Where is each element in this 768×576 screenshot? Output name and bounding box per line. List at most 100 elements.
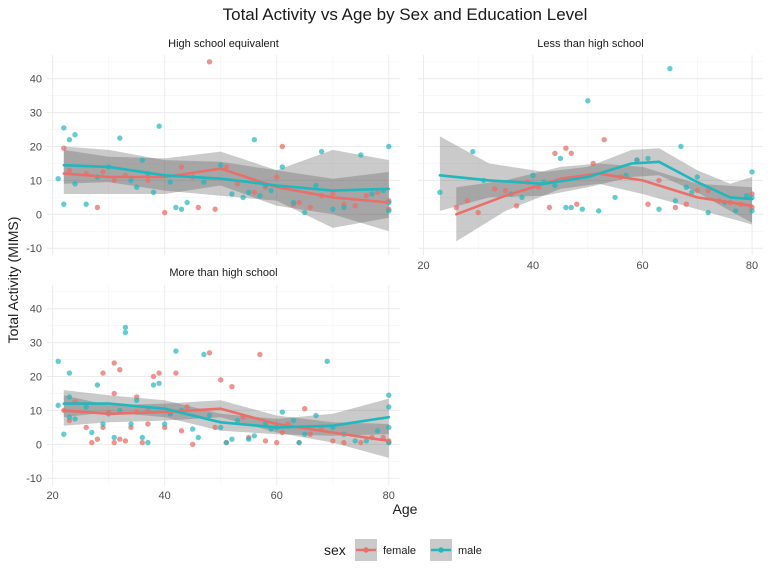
female-point — [352, 203, 358, 209]
male-point — [324, 358, 330, 364]
female-point — [656, 177, 662, 184]
male-point — [66, 414, 73, 420]
female-point — [111, 390, 117, 397]
male-point — [66, 394, 73, 400]
gridlines — [418, 55, 763, 255]
male-point — [634, 157, 640, 163]
male-point — [386, 143, 392, 150]
male-point — [234, 417, 241, 424]
male-point — [437, 189, 443, 195]
male-point — [352, 438, 358, 444]
male-point — [246, 436, 252, 442]
male-point — [72, 181, 78, 187]
male-point — [678, 143, 684, 150]
female-point — [178, 428, 185, 434]
male-point — [552, 182, 558, 189]
female-point — [274, 174, 280, 180]
male-point — [386, 424, 392, 431]
male-point — [749, 169, 755, 175]
female-point — [574, 201, 580, 207]
female-point — [464, 198, 470, 204]
female-point — [590, 160, 596, 167]
male-point — [117, 407, 123, 414]
gridlines — [47, 285, 400, 485]
female-point — [546, 204, 553, 211]
female-point — [89, 439, 95, 446]
female-point — [61, 145, 67, 151]
male-point — [585, 98, 591, 104]
male-point — [55, 176, 61, 182]
male-point — [66, 370, 73, 376]
y-tick-label: 20 — [30, 142, 42, 154]
female-point — [117, 436, 123, 442]
data-points — [437, 65, 755, 216]
male-point — [363, 438, 370, 444]
male-point — [117, 135, 123, 141]
male-trend-line — [62, 402, 391, 429]
female-point — [296, 199, 302, 206]
female-point — [223, 164, 229, 170]
female-point — [341, 439, 347, 446]
male-point — [111, 434, 117, 441]
y-tick-label: 0 — [36, 439, 42, 451]
female-point — [552, 150, 558, 156]
male-point — [89, 429, 95, 436]
male-point — [374, 428, 381, 434]
male-point — [386, 208, 392, 214]
female-point — [100, 169, 106, 175]
male-point — [150, 382, 157, 388]
female-point — [330, 191, 336, 197]
female-point — [229, 384, 235, 390]
male-point — [530, 172, 536, 178]
x-tick-label: 40 — [527, 260, 539, 272]
male-point — [190, 426, 196, 432]
male-point — [184, 199, 190, 206]
y-tick-label: 40 — [30, 304, 42, 316]
female-point — [262, 438, 269, 444]
x-tick-label: 40 — [159, 490, 171, 502]
male-point — [656, 206, 662, 212]
male-point — [206, 412, 213, 419]
male-point — [150, 189, 157, 195]
x-tick-label: 60 — [271, 490, 283, 502]
female-trend-line — [62, 407, 391, 443]
facet-panel: More than high school -10 0 10 20 30 40 20 40 60 8… — [26, 267, 400, 502]
female-point — [212, 206, 218, 212]
female-point — [358, 439, 364, 446]
male-point — [470, 148, 476, 155]
facet-panel: Less than high school 20 40 60 80 — [417, 38, 763, 272]
male-point — [83, 404, 89, 410]
female-point — [475, 209, 481, 216]
female-point — [568, 150, 574, 156]
y-tick-label: 30 — [30, 338, 42, 350]
male-point — [167, 179, 173, 185]
female-point — [206, 59, 213, 65]
male-point — [55, 402, 61, 408]
male-point — [134, 397, 140, 403]
legend-key-point — [438, 547, 444, 553]
male-point — [257, 193, 263, 199]
female-point — [563, 145, 569, 151]
legend-title: sex — [324, 542, 346, 558]
female-point — [178, 164, 185, 170]
male-confidence-band — [63, 390, 389, 436]
male-point — [318, 148, 325, 155]
male-point — [61, 431, 67, 437]
male-point — [579, 206, 585, 212]
female-point — [502, 187, 509, 194]
gridlines — [47, 55, 400, 255]
male-point — [55, 358, 61, 364]
male-point — [218, 162, 224, 168]
male-point — [667, 65, 673, 72]
male-point — [162, 421, 168, 427]
male-point — [749, 208, 755, 214]
female-point — [279, 429, 285, 436]
female-trend-line — [62, 167, 391, 204]
female-point — [257, 351, 263, 358]
male-point — [279, 164, 285, 170]
female-point — [363, 193, 370, 199]
female-point — [694, 187, 700, 194]
female-point — [302, 406, 308, 412]
male-point — [612, 194, 618, 201]
y-tick-label: 30 — [30, 108, 42, 120]
